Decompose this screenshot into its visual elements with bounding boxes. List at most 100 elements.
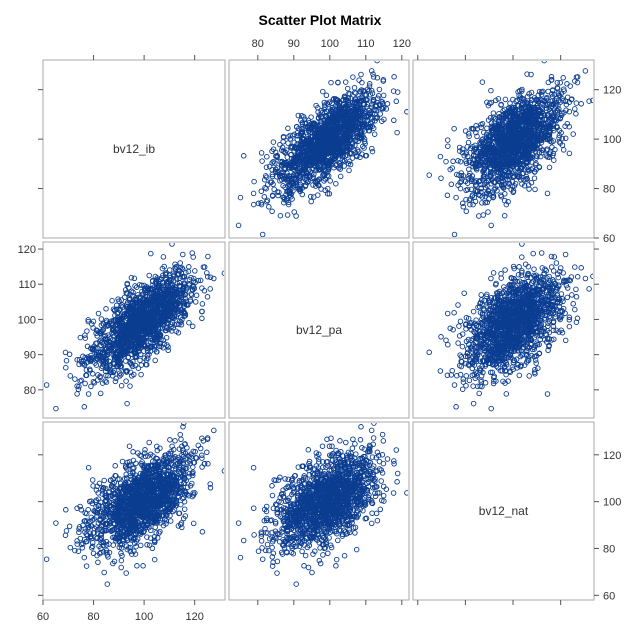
scatter-point — [481, 129, 487, 136]
scatter-point — [366, 88, 372, 94]
scatter-point — [81, 361, 88, 367]
scatter-point — [261, 194, 268, 200]
scatter-point — [510, 188, 517, 194]
scatter-point — [329, 104, 336, 111]
scatter-point — [281, 165, 287, 172]
scatter-point — [447, 166, 453, 173]
scatter-point — [479, 79, 486, 85]
scatter-point — [489, 142, 496, 148]
scatter-point — [551, 157, 557, 163]
scatter-point — [170, 285, 176, 291]
scatter-point — [300, 152, 306, 159]
scatter-point — [164, 319, 171, 326]
scatter-point — [335, 97, 341, 104]
scatter-point — [517, 164, 524, 171]
scatter-point — [183, 287, 189, 293]
scatter-point — [366, 81, 373, 87]
scatter-point — [133, 284, 140, 290]
scatter-point — [487, 174, 493, 180]
scatter-point — [498, 193, 505, 200]
scatter-point — [135, 326, 141, 333]
scatter-point — [394, 89, 401, 95]
scatter-point — [162, 291, 169, 297]
scatter-point — [310, 194, 317, 200]
scatter-point — [384, 101, 391, 107]
scatter-point — [590, 97, 593, 104]
scatter-point — [167, 307, 174, 314]
scatter-point — [193, 292, 200, 299]
scatter-point — [507, 121, 513, 128]
scatter-point — [485, 117, 492, 123]
scatter-point — [307, 143, 313, 150]
scatter-point — [483, 155, 490, 162]
scatter-point — [295, 112, 302, 119]
scatter-point — [526, 186, 532, 192]
scatter-point — [519, 109, 525, 115]
scatter-point — [97, 374, 103, 381]
scatter-point — [341, 106, 348, 113]
scatter-point — [528, 167, 535, 173]
scatter-point — [137, 351, 144, 358]
scatter-point — [374, 95, 381, 102]
scatter-point — [468, 176, 475, 182]
scatter-point — [299, 126, 305, 133]
scatter-point — [170, 271, 177, 277]
scatter-point — [331, 146, 337, 152]
scatter-point — [140, 320, 146, 326]
scatter-point — [539, 129, 545, 135]
scatter-point — [201, 264, 208, 270]
scatter-point — [114, 321, 120, 327]
point-cloud — [426, 243, 593, 412]
scatter-point — [128, 274, 135, 281]
scatter-point — [116, 370, 123, 376]
scatter-point — [513, 127, 520, 133]
scatter-point — [513, 135, 520, 141]
scatter-point — [117, 322, 124, 328]
scatter-point — [519, 106, 525, 113]
scatter-point — [288, 144, 294, 151]
scatter-point — [124, 315, 131, 322]
scatter-point — [552, 99, 558, 106]
scatter-point — [507, 115, 513, 122]
scatter-point — [463, 196, 469, 203]
scatter-point — [172, 265, 178, 271]
scatter-point — [472, 198, 479, 205]
scatter-point — [342, 96, 349, 103]
scatter-point — [302, 139, 308, 145]
scatter-point — [545, 112, 551, 119]
scatter-point — [370, 98, 376, 105]
scatter-point — [88, 357, 94, 364]
scatter-point — [538, 91, 545, 98]
scatter-point — [333, 125, 339, 132]
scatter-point — [281, 194, 287, 201]
scatter-point — [343, 139, 350, 145]
scatter-point — [437, 153, 444, 160]
scatter-point — [486, 151, 493, 157]
scatter-point — [541, 97, 547, 104]
scatter-point — [180, 251, 186, 258]
scatter-point — [150, 278, 156, 285]
scatter-point — [489, 160, 496, 166]
scatter-point — [316, 182, 322, 189]
scatter-point — [149, 337, 156, 343]
scatter-point — [127, 369, 134, 376]
scatter-point — [269, 160, 275, 166]
scatter-point — [559, 142, 566, 148]
scatter-point — [516, 134, 523, 140]
scatter-point — [94, 340, 100, 346]
scatter-point — [374, 61, 380, 64]
scatter-point — [307, 122, 313, 129]
scatter-point — [560, 75, 566, 81]
scatter-point — [278, 161, 285, 168]
scatter-point — [259, 158, 265, 164]
scatter-point — [509, 132, 516, 139]
scatter-point — [352, 118, 359, 124]
scatter-point — [368, 68, 375, 74]
scatter-point — [478, 121, 484, 128]
scatter-point — [102, 332, 108, 339]
scatter-point — [308, 198, 314, 205]
scatter-point — [135, 365, 142, 371]
scatter-point — [169, 243, 175, 247]
scatter-point — [151, 320, 158, 327]
scatter-point — [205, 253, 211, 260]
